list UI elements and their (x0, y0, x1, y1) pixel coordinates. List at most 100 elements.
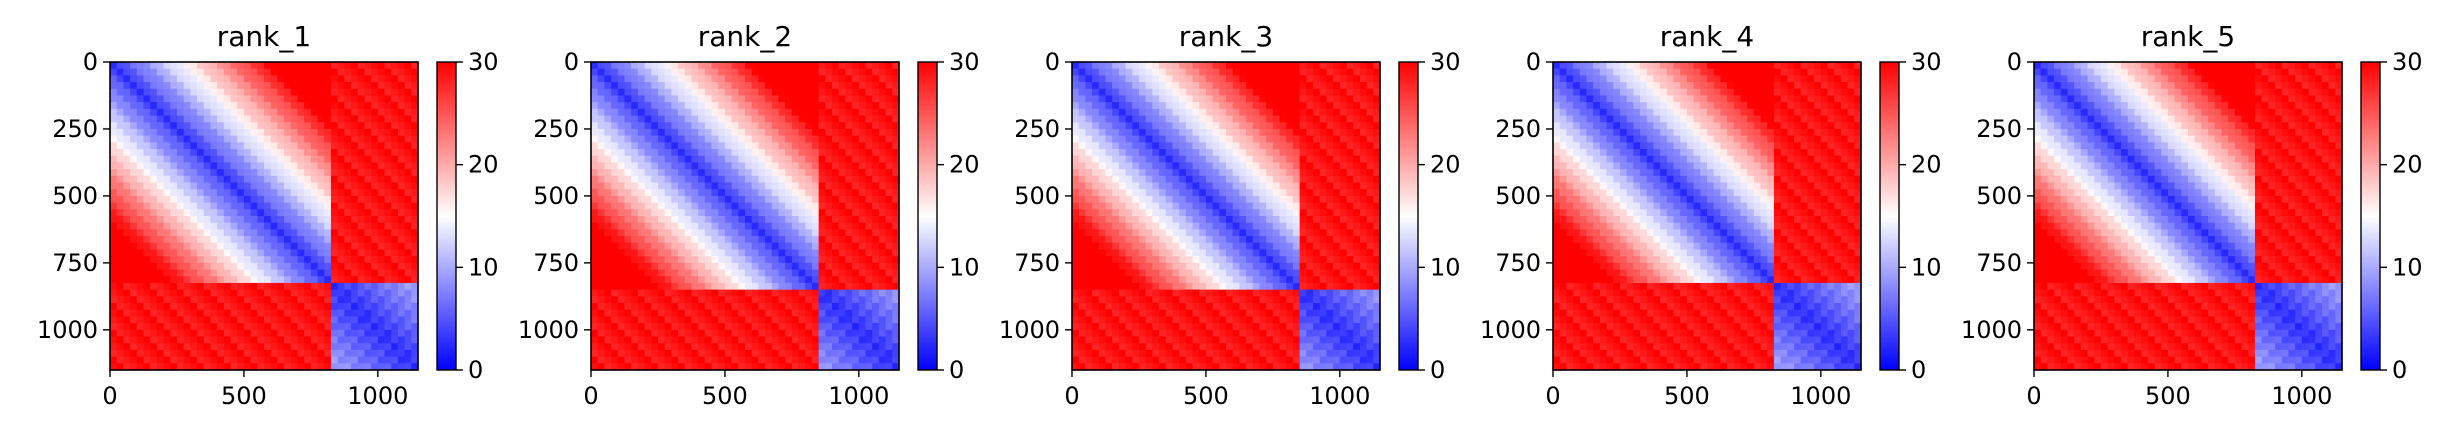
heatmap-cell (698, 316, 706, 324)
heatmap-cell (865, 62, 873, 70)
heatmap-cell (357, 202, 366, 210)
heatmap-cell (865, 175, 873, 184)
heatmap-cell (751, 282, 759, 291)
heatmap-cell (845, 62, 853, 70)
heatmap-cell (130, 316, 138, 324)
heatmap-cell (284, 269, 292, 277)
heatmap-cell (130, 189, 138, 197)
heatmap-cell (1185, 149, 1194, 157)
heatmap-cell (1306, 95, 1314, 103)
heatmap-cell (1205, 88, 1214, 97)
heatmap-cell (150, 356, 158, 364)
heatmap-cell (617, 316, 626, 324)
heatmap-cell (878, 68, 887, 76)
heatmap-cell (364, 216, 372, 224)
heatmap-cell (838, 256, 847, 264)
heatmap-cell (805, 256, 813, 264)
heatmap-cell (203, 162, 212, 170)
heatmap-cell (644, 216, 652, 224)
heatmap-cell (657, 82, 666, 90)
heatmap-cell (852, 169, 860, 177)
heatmap-cell (237, 202, 245, 210)
heatmap-cell (591, 343, 599, 351)
heatmap-cell (344, 162, 352, 170)
heatmap-cell (1145, 102, 1153, 110)
heatmap-cell (116, 115, 124, 123)
heatmap-cell (270, 289, 278, 297)
heatmap-cell (1279, 108, 1287, 117)
heatmap-cell (1272, 68, 1281, 76)
heatmap-cell (150, 282, 158, 291)
heatmap-cell (317, 162, 325, 170)
heatmap-cell (1339, 122, 1348, 130)
heatmap-cell (364, 122, 372, 130)
heatmap-cell (270, 303, 278, 311)
heatmap-cell (858, 282, 867, 291)
heatmap-cell (357, 68, 366, 76)
heatmap-cell (651, 309, 659, 318)
heatmap-cell (371, 82, 379, 90)
heatmap-cell (825, 162, 833, 170)
heatmap-cell (1219, 102, 1227, 110)
heatmap-cell (176, 349, 185, 358)
heatmap-cell (277, 256, 285, 264)
heatmap-cell (597, 142, 605, 150)
heatmap-cell (771, 249, 780, 257)
heatmap-cell (197, 262, 205, 271)
heatmap-cell (785, 289, 793, 297)
heatmap-cell (1152, 82, 1160, 90)
heatmap-cell (865, 336, 873, 344)
heatmap-cell (718, 149, 726, 157)
heatmap-cell (1319, 115, 1328, 123)
heatmap-cell (698, 229, 706, 237)
heatmap-cell (878, 303, 887, 311)
heatmap-cell (337, 276, 345, 284)
heatmap-cell (617, 216, 626, 224)
heatmap-cell (391, 108, 399, 117)
heatmap-cell (745, 142, 753, 150)
heatmap-cell (617, 336, 626, 344)
heatmap-cell (832, 195, 840, 204)
heatmap-cell (624, 135, 632, 143)
heatmap-cell (1359, 108, 1368, 117)
heatmap-cell (190, 202, 198, 210)
heatmap-cell (811, 82, 820, 90)
heatmap-cell (631, 269, 639, 277)
heatmap-cell (290, 182, 299, 190)
heatmap-cell (751, 195, 759, 204)
heatmap-cell (163, 102, 171, 110)
heatmap-cell (304, 222, 312, 230)
heatmap-cell (664, 242, 672, 251)
heatmap-cell (1145, 68, 1153, 76)
heatmap-cell (631, 182, 639, 190)
heatmap-cell (250, 242, 258, 251)
heatmap-cell (845, 82, 853, 90)
heatmap-cell (230, 115, 238, 123)
heatmap-cell (123, 349, 131, 358)
heatmap-cell (391, 242, 399, 251)
heatmap-cell (397, 249, 406, 257)
heatmap-cell (872, 276, 880, 284)
heatmap-cell (698, 323, 706, 331)
heatmap-cell (337, 202, 345, 210)
heatmap-cell (631, 169, 639, 177)
heatmap-cell (798, 222, 806, 230)
heatmap-cell (270, 175, 278, 184)
heatmap-cell (651, 62, 659, 70)
heatmap-cell (136, 363, 145, 371)
heatmap-cell (183, 209, 191, 217)
heatmap-cell (284, 149, 292, 157)
heatmap-cell (210, 108, 218, 117)
heatmap-cell (852, 189, 860, 197)
heatmap-cell (384, 276, 392, 284)
heatmap-cell (1112, 115, 1120, 123)
heatmap-cell (377, 108, 386, 117)
heatmap-cell (1125, 155, 1133, 164)
heatmap-cell (257, 169, 265, 177)
heatmap-cell (1145, 108, 1153, 117)
colorbar-tick-label: 10 (949, 253, 980, 281)
heatmap-cell (678, 222, 686, 230)
heatmap-cell (798, 102, 806, 110)
heatmap-cell (765, 75, 773, 83)
heatmap-cell (397, 356, 406, 364)
